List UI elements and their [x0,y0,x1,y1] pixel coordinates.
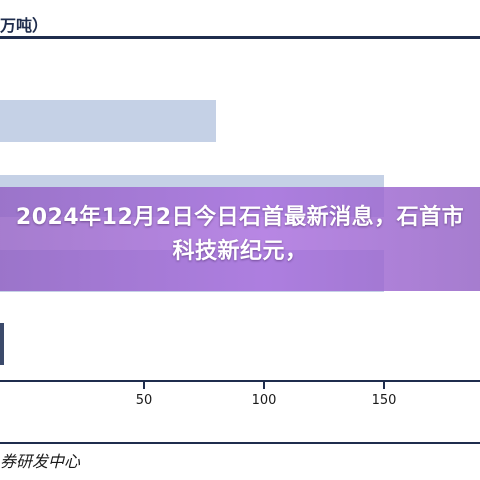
headline-banner[interactable]: 2024年12月2日今日石首最新消息，石首市科技新纪元， [0,187,480,291]
x-tick-label: 150 [372,393,397,408]
source-divider [0,442,480,444]
bar-1 [0,100,216,142]
chart-source: 券研发中心 [0,452,81,471]
x-tick-label: 50 [136,393,153,408]
title-divider [0,36,480,39]
chart-title: 万吨） [0,16,49,35]
headline-text[interactable]: 2024年12月2日今日石首最新消息，石首市科技新纪元， [15,205,465,264]
x-tick-label: 100 [252,393,277,408]
bar-4 [0,323,4,365]
